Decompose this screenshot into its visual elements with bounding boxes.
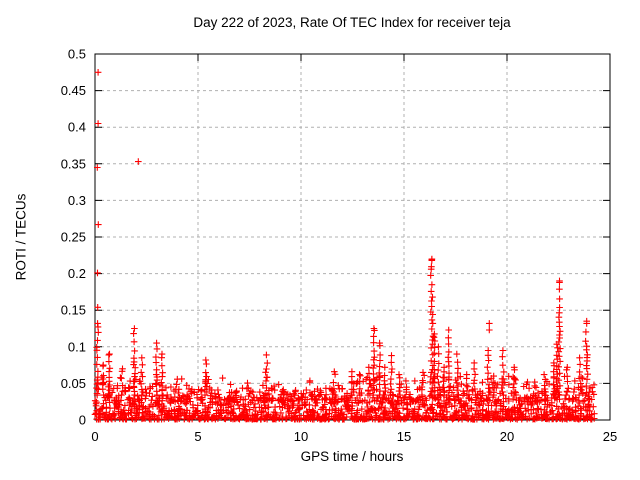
x-tick-label: 10 (294, 429, 308, 444)
grid-lines (95, 54, 610, 420)
chart-title: Day 222 of 2023, Rate Of TEC Index for r… (193, 15, 511, 30)
y-tick-label: 0.05 (61, 376, 86, 391)
y-tick-label: 0.4 (68, 120, 86, 135)
plot-border (94, 53, 611, 421)
x-tick-label: 20 (500, 429, 514, 444)
y-tick-label: 0.45 (61, 83, 86, 98)
y-tick-label: 0 (79, 413, 86, 428)
y-tick-label: 0.15 (61, 303, 86, 318)
y-tick-label: 0.3 (68, 193, 86, 208)
x-axis-label: GPS time / hours (300, 449, 404, 464)
y-tick-label: 0.5 (68, 47, 86, 62)
x-tick-label: 15 (397, 429, 411, 444)
x-tick-label: 5 (194, 429, 201, 444)
x-tick-label: 0 (91, 429, 98, 444)
y-axis-label: ROTI / TECUs (13, 193, 29, 281)
data-points (91, 69, 598, 423)
y-tick-label: 0.1 (68, 339, 86, 354)
y-tick-label: 0.2 (68, 266, 86, 281)
axis-ticks (94, 53, 611, 421)
x-tick-label: 25 (603, 429, 617, 444)
y-tick-label: 0.35 (61, 156, 86, 171)
y-tick-label: 0.25 (61, 230, 86, 245)
